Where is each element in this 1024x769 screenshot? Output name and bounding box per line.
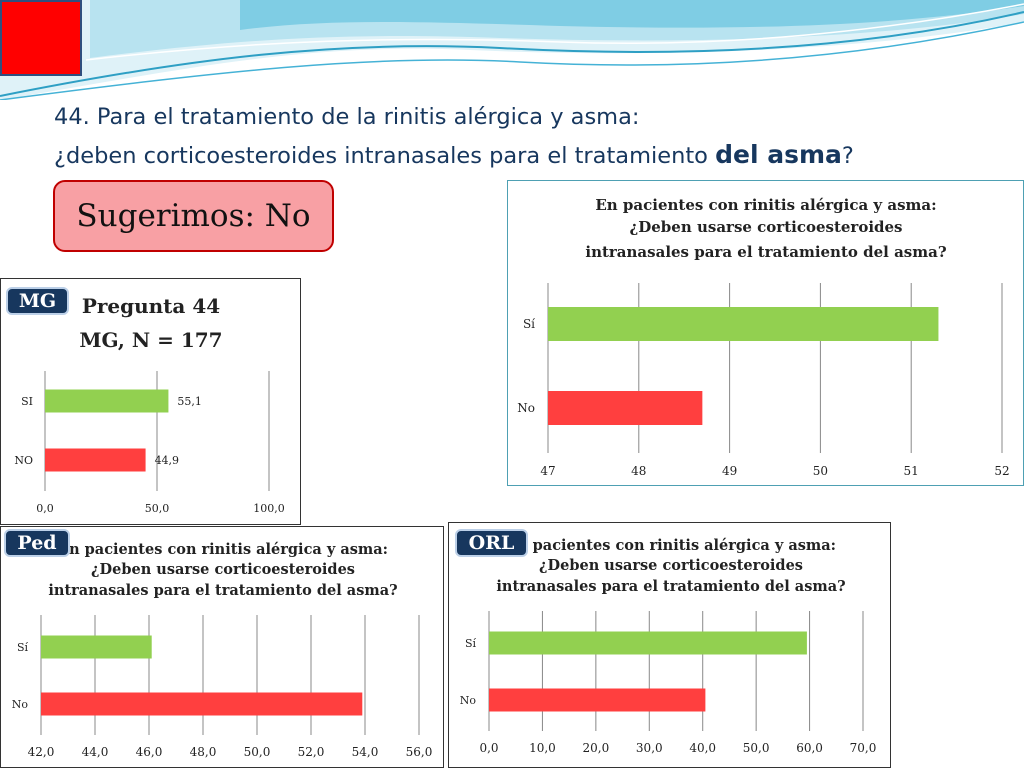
chart-mg-category-label: NO (14, 454, 33, 467)
chart-all-tick-label: 51 (904, 464, 919, 478)
chart-ped-tick-label: 52,0 (298, 745, 325, 759)
chart-mg-category-label: SI (21, 395, 33, 408)
red-accent-square (0, 0, 82, 76)
chart-ped-tick-label: 50,0 (244, 745, 271, 759)
chart-ped-category-label: No (12, 698, 29, 711)
title-line-2-prefix: ¿deben corticoesteroides intranasales pa… (54, 143, 716, 169)
chart-ped-tick-label: 42,0 (28, 745, 55, 759)
chart-orl-box: En pacientes con rinitis alérgica y asma… (448, 522, 891, 768)
chart-all-tick-label: 50 (813, 464, 828, 478)
tag-mg: MG (6, 287, 69, 315)
chart-orl-tick-label: 40,0 (689, 741, 716, 755)
chart-orl: En pacientes con rinitis alérgica y asma… (460, 537, 877, 755)
chart-ped-box: En pacientes con rinitis alérgica y asma… (0, 526, 444, 768)
chart-all-tick-label: 52 (994, 464, 1009, 478)
chart-mg-title-line-1: Pregunta 44 (82, 294, 220, 318)
chart-ped-title-line-1: En pacientes con rinitis alérgica y asma… (58, 541, 388, 558)
chart-all-category-label: No (517, 401, 535, 415)
chart-orl-tick-label: 30,0 (636, 741, 663, 755)
chart-overall-box: En pacientes con rinitis alérgica y asma… (507, 180, 1024, 486)
chart-ped-tick-label: 54,0 (352, 745, 379, 759)
chart-orl-tick-label: 10,0 (529, 741, 556, 755)
chart-orl-title-line-1: En pacientes con rinitis alérgica y asma… (506, 537, 836, 554)
tag-orl: ORL (455, 529, 528, 557)
chart-all-bar-s (548, 307, 939, 341)
chart-mg-tick-label: 100,0 (253, 502, 285, 515)
chart-all-title-line-1: En pacientes con rinitis alérgica y asma… (595, 196, 936, 214)
chart-orl-tick-label: 20,0 (582, 741, 609, 755)
chart-ped-tick-label: 46,0 (136, 745, 163, 759)
chart-ped-tick-label: 56,0 (406, 745, 433, 759)
suggestion-badge: Sugerimos: No (53, 180, 334, 252)
chart-mg-bar-si (45, 389, 169, 413)
chart-all-title-line-2: ¿Deben usarse corticoesteroides (629, 218, 902, 236)
chart-all-category-label: Sí (523, 317, 535, 331)
chart-orl-tick-label: 50,0 (743, 741, 770, 755)
chart-ped-bar-s (41, 635, 152, 659)
title-line-2: ¿deben corticoesteroides intranasales pa… (54, 136, 1014, 175)
chart-orl-tick-label: 70,0 (850, 741, 877, 755)
chart-all-bar-no (548, 391, 703, 425)
chart-overall: En pacientes con rinitis alérgica y asma… (517, 196, 1009, 478)
chart-orl-tick-label: 0,0 (479, 741, 498, 755)
chart-all-tick-label: 48 (631, 464, 646, 478)
chart-mg-tick-label: 0,0 (36, 502, 54, 515)
chart-orl-bar-s (489, 631, 807, 655)
chart-orl-category-label: No (460, 694, 477, 707)
chart-orl-tick-label: 60,0 (796, 741, 823, 755)
chart-orl-title-line-2: ¿Deben usarse corticoesteroides (539, 557, 803, 574)
tag-ped: Ped (4, 529, 70, 557)
title-line-2-suffix: ? (841, 143, 854, 169)
chart-mg-data-label: 55,1 (177, 395, 202, 408)
chart-all-tick-label: 49 (722, 464, 737, 478)
chart-mg: Pregunta 44 MG, N = 177 0,0 50,0 100,0 SI 55,1… (14, 294, 285, 515)
chart-ped-title-line-3: intranasales para el tratamiento del asm… (48, 582, 397, 599)
chart-orl-bar-no (489, 688, 706, 712)
chart-mg-tick-label: 50,0 (145, 502, 170, 515)
chart-orl-title-line-3: intranasales para el tratamiento del asm… (496, 578, 845, 595)
chart-mg-box: Pregunta 44 MG, N = 177 0,0 50,0 100,0 SI 55,1… (0, 278, 301, 525)
chart-all-title-line-3: intranasales para el tratamiento del asm… (585, 243, 946, 261)
title-line-2-bold: del asma (715, 140, 842, 169)
slide-title: 44. Para el tratamiento de la rinitis al… (54, 98, 1014, 175)
title-line-1: 44. Para el tratamiento de la rinitis al… (54, 104, 640, 130)
chart-ped-category-label: Sí (17, 641, 29, 654)
chart-mg-title-line-2: MG, N = 177 (79, 328, 222, 352)
chart-orl-category-label: Sí (465, 637, 477, 650)
chart-mg-bar-no (45, 448, 146, 472)
chart-ped-tick-label: 48,0 (190, 745, 217, 759)
chart-ped-tick-label: 44,0 (82, 745, 109, 759)
chart-ped-title-line-2: ¿Deben usarse corticoesteroides (91, 561, 355, 578)
chart-ped-bar-no (41, 692, 363, 716)
chart-all-tick-label: 47 (540, 464, 555, 478)
chart-ped: En pacientes con rinitis alérgica y asma… (12, 541, 433, 759)
decorative-waves (0, 0, 1024, 100)
chart-mg-data-label: 44,9 (155, 454, 180, 467)
